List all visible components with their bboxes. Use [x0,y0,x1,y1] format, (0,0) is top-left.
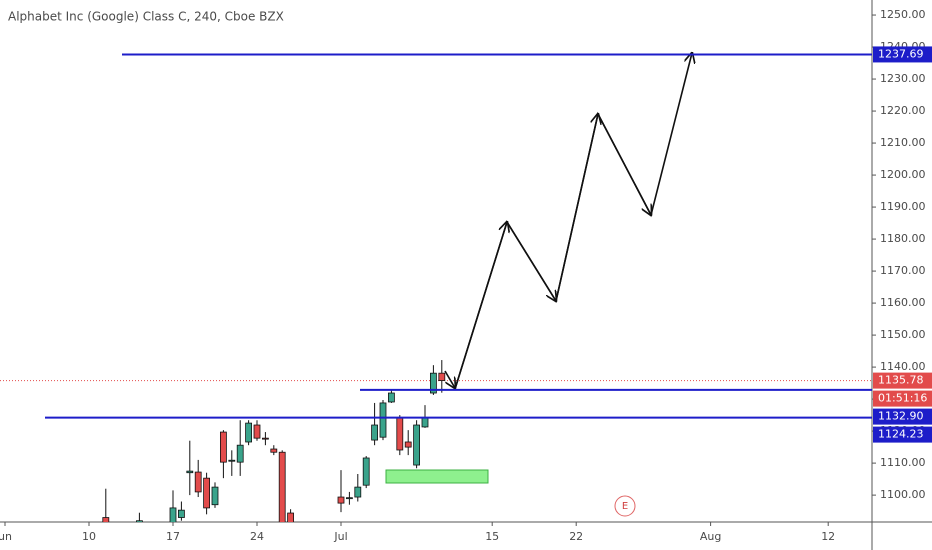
y-tick-label: 1140.00 [880,360,926,373]
candle-body [177,509,185,518]
level-price-label-bg [873,426,932,443]
candle-body [228,459,236,462]
projection-leg [506,221,556,301]
candle-body [396,417,404,451]
last-price-label: 1135.78 [878,374,924,387]
candle-body [413,424,421,466]
candle-body [404,441,412,448]
projection-leg [555,114,598,302]
chart-title: Alphabet Inc (Google) Class C, 240, Cboe… [8,10,284,24]
level-price-label: 1237.69 [878,47,924,60]
plot-area [0,360,872,522]
y-tick-label: 1110.00 [880,456,926,469]
x-tick-label: Jul [333,530,347,543]
level-price-label-bg [873,408,932,425]
y-tick-label: 1220.00 [880,104,926,117]
y-tick-label: 1210.00 [880,136,926,149]
level-price-label: 1124.23 [878,428,924,441]
demand-zone [385,469,489,484]
x-tick-label: 12 [821,530,835,543]
candle-body [219,431,227,463]
candle-body [270,448,278,453]
x-tick-label: 22 [569,530,583,543]
candle-body [203,477,211,509]
last-price-label-bg [873,372,932,389]
x-tick-label: 17 [166,530,180,543]
candle-body [371,424,379,441]
projection-leg [454,222,507,390]
candle-body [194,471,202,493]
candle-body [135,520,143,522]
candle-body [429,372,437,394]
y-tick-label: 1230.00 [880,72,926,85]
candle-body [438,372,446,382]
candle-body [362,457,370,486]
y-tick-label: 1150.00 [880,328,926,341]
level-price-label-bg [873,46,932,63]
candle-body [236,444,244,463]
candle-body [169,507,177,522]
candle-body [261,437,269,440]
candle-body [421,417,429,428]
candle-body [337,496,345,504]
x-tick-label: 10 [82,530,96,543]
y-tick-label: 1170.00 [880,264,926,277]
y-tick-label: 1180.00 [880,232,926,245]
level-price-label: 1132.90 [878,410,924,423]
countdown-label: 01:51:16 [878,392,927,405]
countdown-label-bg [873,390,932,407]
candle-body [287,512,295,522]
candle-body [186,470,194,474]
x-tick-label: 15 [485,530,499,543]
candle-body [345,497,353,500]
candle-body [278,451,286,522]
candle-body [354,486,362,498]
x-tick-label: un [0,530,12,543]
projection-leg [597,113,651,215]
y-tick-label: 1160.00 [880,296,926,309]
candle-body [245,422,253,443]
candle-body [102,517,110,522]
x-tick-label: Aug [700,530,721,543]
y-tick-label: 1250.00 [880,8,926,21]
candle-body [387,392,395,403]
event-marker[interactable] [614,495,636,517]
y-tick-label: 1100.00 [880,488,926,501]
x-tick-label: 24 [250,530,264,543]
projection-start [444,370,455,388]
candle-body [211,486,219,506]
y-tick-label: 1200.00 [880,168,926,181]
event-label[interactable]: E [622,501,628,512]
candle-body [379,402,387,438]
candle-body [253,424,261,439]
y-tick-label: 1190.00 [880,200,926,213]
